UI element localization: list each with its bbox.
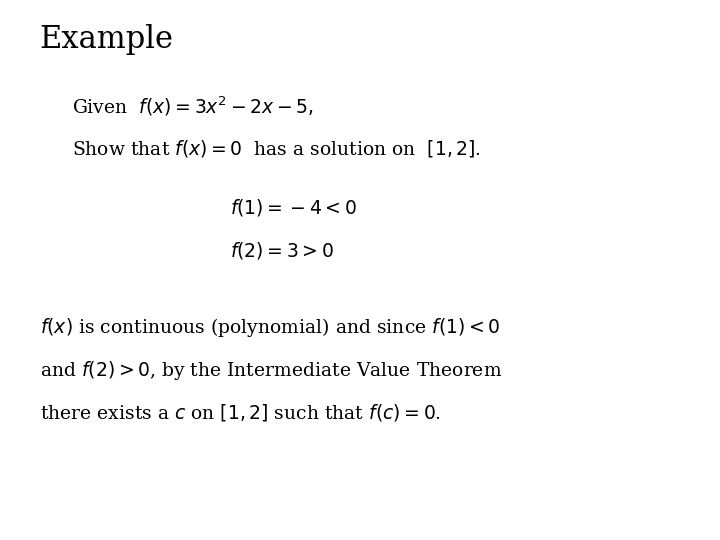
Text: there exists a $c$ on $[1, 2]$ such that $f(c) = 0$.: there exists a $c$ on $[1, 2]$ such that… (40, 402, 441, 423)
Text: Show that $f(x) = 0$  has a solution on  $[1,2]$.: Show that $f(x) = 0$ has a solution on $… (72, 138, 481, 159)
Text: and $f(2) > 0$, by the Intermediate Value Theorem: and $f(2) > 0$, by the Intermediate Valu… (40, 359, 502, 382)
Text: $f(2) = 3 > 0$: $f(2) = 3 > 0$ (230, 240, 334, 261)
Text: Example: Example (40, 24, 174, 55)
Text: $f(x)$ is continuous (polynomial) and since $f(1) < 0$: $f(x)$ is continuous (polynomial) and si… (40, 316, 500, 339)
Text: Given  $f(x) = 3x^2 - 2x - 5,$: Given $f(x) = 3x^2 - 2x - 5,$ (72, 94, 314, 118)
Text: $f(1) = -4 < 0$: $f(1) = -4 < 0$ (230, 197, 357, 218)
